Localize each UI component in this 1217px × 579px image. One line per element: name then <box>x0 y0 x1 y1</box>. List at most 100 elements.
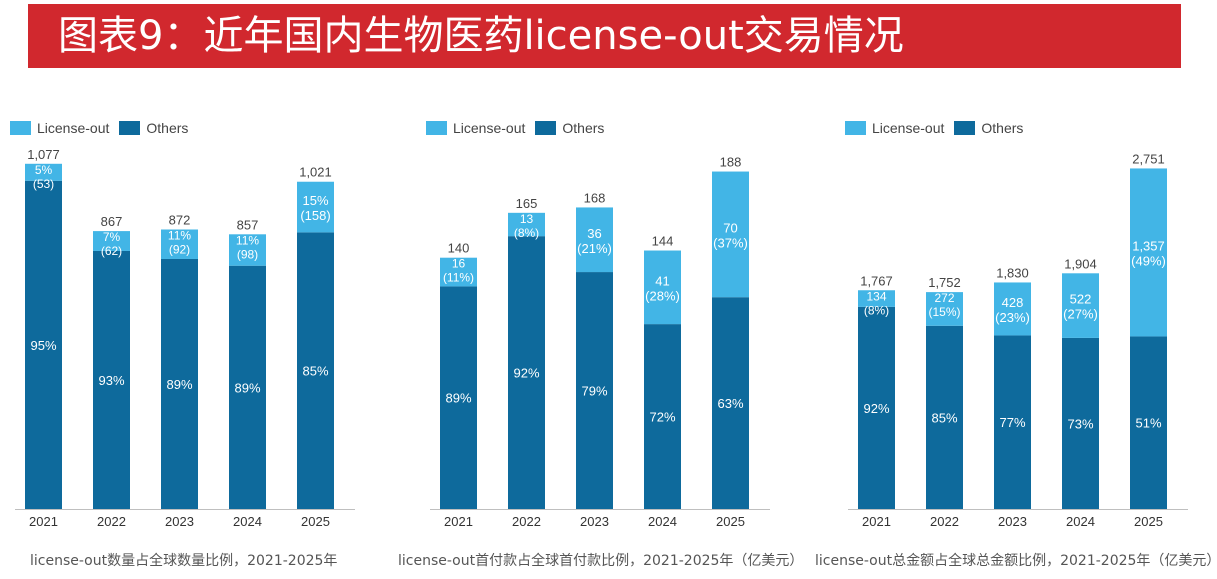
total-label: 1,021 <box>299 165 332 180</box>
category-label: 2022 <box>512 514 541 529</box>
bar-others <box>1062 337 1099 509</box>
bar-license-out <box>576 207 613 273</box>
category-label: 2024 <box>648 514 677 529</box>
license-out-sublabel: (27%) <box>1063 307 1098 322</box>
total-label: 1,767 <box>860 273 893 288</box>
bar-license-out <box>1130 168 1167 337</box>
bar-license-out <box>297 181 334 233</box>
legend-chart-1: License-out Others <box>10 120 198 136</box>
license-out-sublabel: (37%) <box>713 235 748 250</box>
others-label: 92% <box>513 366 539 381</box>
others-label: 63% <box>717 396 743 411</box>
bar-license-out <box>994 282 1031 336</box>
others-label: 92% <box>863 401 889 416</box>
legend-swatch-license-out <box>426 121 447 135</box>
bar-license-out <box>712 171 749 298</box>
bar-others <box>508 236 545 509</box>
legend-item-others: Others <box>119 120 188 136</box>
license-out-label: 16 <box>452 257 466 271</box>
license-out-label: 70 <box>723 220 737 235</box>
category-label: 2021 <box>444 514 473 529</box>
others-label: 51% <box>1135 416 1161 431</box>
license-out-label: 11% <box>236 233 259 247</box>
license-out-label: 522 <box>1070 292 1092 307</box>
total-label: 1,904 <box>1064 256 1097 271</box>
others-label: 93% <box>98 373 124 388</box>
bar-license-out <box>508 212 545 237</box>
bar-others <box>858 306 895 509</box>
category-label: 2023 <box>998 514 1027 529</box>
category-label: 2024 <box>233 514 262 529</box>
others-label: 72% <box>649 410 675 425</box>
category-label: 2022 <box>97 514 126 529</box>
legend-swatch-license-out <box>10 121 31 135</box>
license-out-label: 1,357 <box>1132 238 1165 253</box>
license-out-label: 15% <box>302 193 328 208</box>
license-out-sublabel: (92) <box>169 242 190 256</box>
license-out-label: 5% <box>35 163 53 177</box>
license-out-label: 428 <box>1002 295 1024 310</box>
bar-others <box>644 324 681 509</box>
bar-others <box>229 265 266 509</box>
legend-label-license-out: License-out <box>37 120 110 136</box>
license-out-sublabel: (98) <box>237 247 258 261</box>
category-label: 2025 <box>301 514 330 529</box>
legend-label-others: Others <box>562 120 605 136</box>
total-label: 867 <box>101 214 123 229</box>
category-label: 2024 <box>1066 514 1095 529</box>
bar-license-out <box>93 231 130 251</box>
license-out-sublabel: (15%) <box>928 305 960 319</box>
license-out-sublabel: (11%) <box>443 271 474 285</box>
others-label: 77% <box>999 415 1025 430</box>
others-label: 89% <box>166 377 192 392</box>
legend-swatch-others <box>535 121 557 135</box>
category-label: 2025 <box>1134 514 1163 529</box>
license-out-label: 36 <box>587 226 601 241</box>
category-label: 2023 <box>580 514 609 529</box>
bar-others <box>576 272 613 509</box>
category-label: 2021 <box>29 514 58 529</box>
license-out-sublabel: (23%) <box>995 310 1030 325</box>
category-label: 2025 <box>716 514 745 529</box>
license-out-label: 272 <box>934 291 954 305</box>
total-label: 140 <box>448 241 470 256</box>
title-bar: 图表9：近年国内生物医药license-out交易情况 <box>28 4 1181 68</box>
legend-chart-3: License-out Others <box>845 120 1033 136</box>
total-label: 1,752 <box>928 275 961 290</box>
bar-others <box>1130 336 1167 509</box>
legend-item-others: Others <box>954 120 1023 136</box>
bar-license-out <box>926 292 963 326</box>
total-label: 144 <box>652 234 674 249</box>
bar-others <box>93 250 130 509</box>
chart-1-caption: license-out数量占全球数量比例，2021-2025年 <box>30 553 338 569</box>
legend-swatch-others <box>119 121 141 135</box>
chart-2-caption: license-out首付款占全球首付款比例，2021-2025年（亿美元） <box>398 553 804 569</box>
total-label: 168 <box>584 190 606 205</box>
bar-others <box>926 325 963 509</box>
bar-others <box>161 258 198 509</box>
legend-item-license-out: License-out <box>426 120 525 136</box>
legend-label-license-out: License-out <box>872 120 945 136</box>
total-label: 188 <box>720 155 742 170</box>
total-label: 1,077 <box>27 147 60 162</box>
license-out-label: 11% <box>168 228 191 242</box>
category-label: 2023 <box>165 514 194 529</box>
legend-label-license-out: License-out <box>453 120 526 136</box>
others-label: 79% <box>581 384 607 399</box>
bar-license-out <box>644 250 681 325</box>
license-out-sublabel: (158) <box>300 208 330 223</box>
license-out-label: 13 <box>520 212 534 226</box>
license-out-sublabel: (28%) <box>645 288 680 303</box>
bar-license-out <box>1062 273 1099 338</box>
license-out-label: 41 <box>655 273 669 288</box>
bar-others <box>25 180 62 509</box>
bar-others <box>994 335 1031 509</box>
bar-license-out <box>25 163 62 181</box>
license-out-sublabel: (49%) <box>1131 253 1166 268</box>
bar-others <box>297 232 334 509</box>
others-label: 73% <box>1067 416 1093 431</box>
category-label: 2022 <box>930 514 959 529</box>
legend-swatch-license-out <box>845 121 866 135</box>
others-label: 85% <box>931 410 957 425</box>
